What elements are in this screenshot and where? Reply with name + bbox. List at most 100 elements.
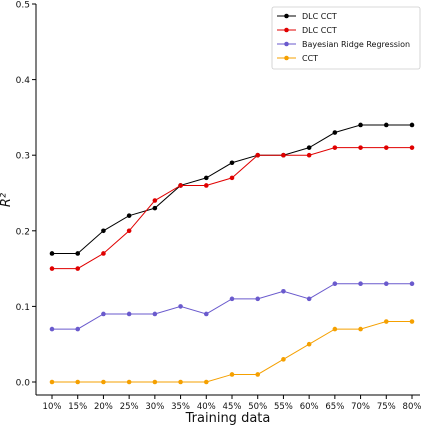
legend: DLC CCT DLC CCT Bayesian Ridge Regression C…	[271, 6, 421, 70]
data-point	[101, 251, 106, 256]
x-tick-label: 75%	[377, 402, 396, 412]
data-point	[255, 372, 261, 377]
data-point	[75, 379, 81, 385]
legend-label: Bayesian Ridge Regression	[302, 40, 410, 49]
axes	[35, 4, 420, 396]
data-point	[152, 205, 158, 211]
y-ticks: 0.0 0.1 0.2 0.3 0.4 0.5	[16, 1, 36, 389]
data-point	[358, 122, 363, 128]
x-tick-label: 40%	[197, 402, 216, 412]
data-point	[49, 266, 55, 271]
data-point	[409, 281, 415, 287]
data-point	[101, 228, 106, 234]
x-tick-label: 50%	[248, 402, 267, 412]
data-point	[383, 145, 389, 150]
x-tick-label: 45%	[223, 402, 242, 412]
x-tick-label: 60%	[300, 402, 319, 412]
x-tick-label: 15%	[68, 402, 87, 412]
data-point	[306, 145, 312, 150]
data-point	[203, 311, 209, 317]
data-point	[281, 288, 286, 294]
data-point	[75, 326, 81, 332]
data-point	[383, 281, 389, 287]
data-point	[203, 175, 209, 181]
x-tick-label: 35%	[171, 402, 190, 412]
data-point	[358, 326, 363, 332]
legend-swatch-marker	[284, 55, 289, 61]
data-point	[306, 341, 312, 347]
y-tick-label: 0.0	[16, 379, 31, 389]
data-point	[178, 183, 183, 188]
data-point	[229, 296, 235, 302]
series-line-2	[49, 145, 415, 271]
data-point	[152, 198, 158, 203]
x-tick-label: 20%	[94, 402, 113, 412]
data-point	[152, 379, 158, 385]
data-point	[229, 372, 235, 377]
data-point	[358, 281, 363, 287]
data-point	[255, 296, 261, 302]
data-point	[203, 183, 209, 188]
data-point	[229, 160, 235, 166]
data-point	[306, 152, 312, 158]
data-point	[152, 311, 158, 317]
data-point	[358, 145, 363, 150]
data-point	[178, 379, 183, 385]
data-point	[126, 228, 132, 234]
data-point	[49, 251, 55, 256]
legend-entry: CCT	[277, 54, 318, 63]
y-tick-label: 0.5	[16, 1, 30, 11]
legend-entry: Bayesian Ridge Regression	[277, 40, 410, 49]
data-point	[409, 145, 415, 150]
legend-swatch-marker	[284, 41, 289, 47]
y-tick-label: 0.4	[16, 76, 31, 86]
y-axis-label: R²	[0, 193, 14, 207]
x-tick-label: 30%	[145, 402, 164, 412]
data-point	[409, 319, 415, 324]
data-point	[203, 379, 209, 385]
data-point	[49, 379, 55, 385]
legend-label: DLC CCT	[302, 12, 337, 21]
data-point	[126, 311, 132, 317]
data-point	[332, 130, 338, 135]
legend-entry: DLC CCT	[277, 12, 337, 21]
legend-entry: DLC CCT	[277, 26, 337, 35]
data-point	[229, 175, 235, 181]
x-tick-label: 80%	[403, 402, 422, 412]
series-group	[49, 122, 415, 385]
data-point	[281, 357, 286, 362]
x-tick-label: 55%	[274, 402, 293, 412]
y-tick-label: 0.3	[16, 152, 30, 162]
data-point	[383, 122, 389, 128]
legend-label: DLC CCT	[302, 26, 337, 35]
legend-swatch-marker	[284, 27, 289, 33]
x-ticks: 10% 15% 20% 25% 30% 35% 40% 45% 50% 55% 60% 65% 70% 7…	[43, 395, 422, 412]
x-tick-label: 65%	[325, 402, 344, 412]
series-path	[52, 124, 412, 254]
data-point	[178, 304, 183, 309]
x-tick-label: 70%	[351, 402, 370, 412]
data-point	[409, 122, 415, 128]
data-point	[332, 326, 338, 332]
data-point	[49, 326, 55, 332]
data-point	[75, 251, 81, 256]
series-path	[52, 147, 412, 270]
data-point	[306, 296, 312, 302]
data-point	[383, 319, 389, 324]
data-point	[75, 266, 81, 271]
data-point	[255, 152, 261, 158]
series-line-3	[49, 281, 415, 332]
data-point	[126, 213, 132, 218]
x-tick-label: 10%	[43, 402, 62, 412]
data-point	[281, 152, 286, 158]
y-tick-label: 0.2	[16, 227, 30, 237]
legend-label: CCT	[302, 54, 318, 63]
data-point	[126, 379, 132, 385]
series-line-1	[49, 122, 415, 256]
x-axis-label: Training data	[185, 411, 271, 426]
legend-swatch-marker	[284, 13, 289, 19]
x-tick-label: 25%	[120, 402, 139, 412]
y-tick-label: 0.1	[16, 303, 30, 313]
data-point	[332, 145, 338, 150]
